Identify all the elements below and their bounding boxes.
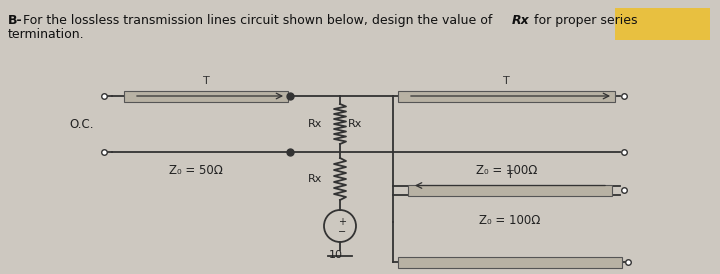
Text: For the lossless transmission lines circuit shown below, design the value of: For the lossless transmission lines circ… (23, 14, 496, 27)
Bar (408, 184, 612, 196)
Text: O.C.: O.C. (70, 118, 94, 130)
Text: −: − (338, 227, 346, 237)
Text: Rx: Rx (307, 119, 322, 129)
Text: 10: 10 (329, 250, 343, 260)
Text: Rx: Rx (512, 14, 530, 27)
Text: T: T (507, 170, 513, 179)
Text: Z₀ = 100Ω: Z₀ = 100Ω (480, 213, 541, 227)
Text: Rx: Rx (348, 119, 362, 129)
Bar (124, 90, 288, 101)
Text: for proper series: for proper series (530, 14, 637, 27)
Bar (398, 256, 622, 267)
Bar (615, 8, 710, 40)
Text: Z₀ = 50Ω: Z₀ = 50Ω (169, 164, 223, 177)
Text: Rx: Rx (307, 174, 322, 184)
Text: Z₀ = 100Ω: Z₀ = 100Ω (476, 164, 537, 177)
Text: +: + (338, 217, 346, 227)
Text: T: T (202, 76, 210, 85)
Text: B-: B- (8, 14, 22, 27)
Bar (398, 90, 615, 101)
Text: termination.: termination. (8, 28, 85, 41)
Text: T: T (503, 76, 510, 85)
